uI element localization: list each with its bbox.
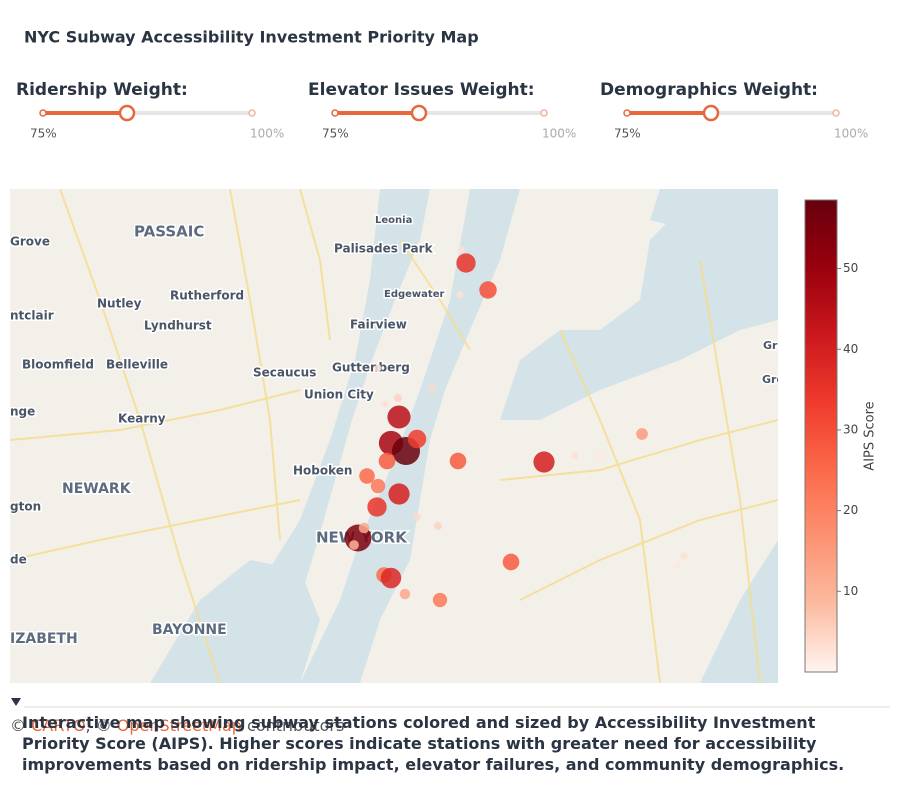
place-label: IZABETH xyxy=(10,631,78,647)
place-label: Edgewater xyxy=(384,289,444,300)
slider-max: 100% xyxy=(250,127,284,141)
colorbar-title: AIPS Score xyxy=(863,401,878,470)
station[interactable] xyxy=(636,428,648,440)
attribution-text: © xyxy=(10,716,26,735)
slider-min: 75% xyxy=(614,127,641,141)
slider-thumb[interactable] xyxy=(702,104,720,122)
station[interactable] xyxy=(387,405,411,429)
colorbar xyxy=(804,199,838,673)
slider-end xyxy=(623,109,631,117)
slider-thumb[interactable] xyxy=(410,104,428,122)
place-label: Kearny xyxy=(118,412,166,426)
station[interactable] xyxy=(381,400,389,408)
colorbar-tick-label: 20 xyxy=(843,503,858,517)
roads xyxy=(10,189,778,683)
colorbar-tick-label: 10 xyxy=(843,584,858,598)
station[interactable] xyxy=(571,452,579,460)
place-label: Rutherford xyxy=(170,289,244,303)
attribution-text: contributors xyxy=(247,716,345,735)
place-label: Leonia xyxy=(375,215,412,226)
place-label: Hoboken xyxy=(293,464,352,478)
colorbar-tick-label: 30 xyxy=(843,422,858,436)
slider-thumb[interactable] xyxy=(118,104,136,122)
station[interactable] xyxy=(380,567,402,589)
station[interactable] xyxy=(367,497,387,517)
slider-end xyxy=(540,109,548,117)
place-label: Belleville xyxy=(106,358,168,372)
station[interactable] xyxy=(432,592,448,608)
place-label: Lyndhurst xyxy=(144,319,212,333)
link[interactable]: OpenStreetMap xyxy=(116,716,242,735)
place-label: PASSAIC xyxy=(134,223,204,241)
station[interactable] xyxy=(457,246,465,254)
station[interactable] xyxy=(407,429,427,449)
slider-end xyxy=(248,109,256,117)
place-label: Gre xyxy=(763,339,785,352)
slider-label: Elevator Issues Weight: xyxy=(308,80,535,100)
station[interactable] xyxy=(358,522,370,534)
place-label: Guttenberg xyxy=(332,361,410,375)
place-label: Grove xyxy=(10,235,50,249)
station[interactable] xyxy=(533,451,555,473)
slider-min: 75% xyxy=(322,127,349,141)
slider-end xyxy=(832,109,840,117)
colorbar-tick-label: 50 xyxy=(843,261,858,275)
place-label: Secaucus xyxy=(253,366,316,380)
attribution-text: , © xyxy=(85,716,112,735)
place-label: de xyxy=(10,553,27,567)
slider-min: 75% xyxy=(30,127,57,141)
station[interactable] xyxy=(413,513,421,521)
station[interactable] xyxy=(399,588,411,600)
slider-end xyxy=(39,109,47,117)
description: Interactive map showing subway stations … xyxy=(22,713,845,774)
station[interactable] xyxy=(456,253,476,273)
place-label: ntclair xyxy=(10,309,54,323)
station[interactable] xyxy=(502,553,520,571)
place-label: Gre xyxy=(762,373,784,386)
station[interactable] xyxy=(349,540,359,550)
station[interactable] xyxy=(449,452,467,470)
slider-max: 100% xyxy=(834,127,868,141)
place-label: Fairview xyxy=(350,318,407,332)
place-label: Bloomfield xyxy=(22,358,94,372)
station[interactable] xyxy=(428,385,436,393)
attribution: © CARTO, © OpenStreetMap contributors xyxy=(10,716,344,735)
slider-label: Demographics Weight: xyxy=(600,80,818,100)
station[interactable] xyxy=(359,468,375,484)
station[interactable] xyxy=(394,394,402,402)
station[interactable] xyxy=(596,452,604,460)
place-label: NEWARK xyxy=(62,481,132,497)
slider-end xyxy=(331,109,339,117)
place-label: Union City xyxy=(304,388,374,402)
colorbar-tick-label: 40 xyxy=(843,342,858,356)
station[interactable] xyxy=(680,552,688,560)
place-label: nge xyxy=(10,405,35,419)
station[interactable] xyxy=(673,561,681,569)
station[interactable] xyxy=(374,364,382,372)
place-label: Palisades Park xyxy=(334,242,434,256)
slider-max: 100% xyxy=(542,127,576,141)
station[interactable] xyxy=(479,281,497,299)
link[interactable]: CARTO xyxy=(31,716,86,735)
station[interactable] xyxy=(434,522,442,530)
station[interactable] xyxy=(370,478,386,494)
place-label: gton xyxy=(10,500,41,514)
title: NYC Subway Accessibility Investment Prio… xyxy=(24,28,479,47)
place-label: BAYONNE xyxy=(152,622,227,638)
place-label: Nutley xyxy=(97,297,142,311)
station[interactable] xyxy=(378,452,396,470)
station[interactable] xyxy=(456,291,464,299)
slider-label: Ridership Weight: xyxy=(16,80,188,100)
app: NYC Subway Accessibility Investment Prio… xyxy=(10,28,878,683)
station[interactable] xyxy=(388,483,410,505)
